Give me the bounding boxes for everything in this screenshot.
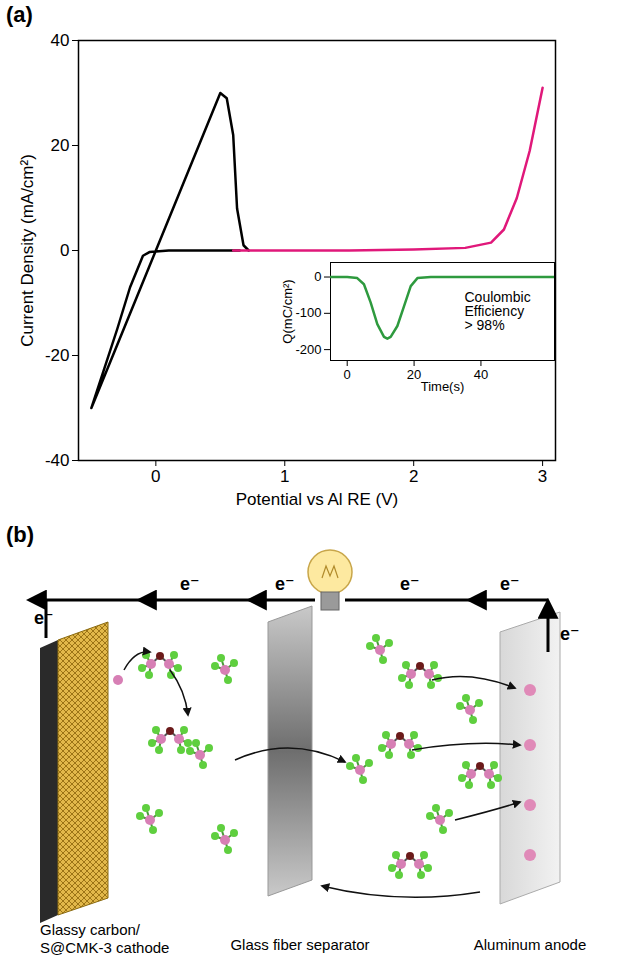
svg-text:Potential vs Al RE (V): Potential vs Al RE (V) [236,490,399,509]
svg-text:e⁻: e⁻ [180,574,200,594]
svg-text:0: 0 [344,367,351,382]
html-text:(b): (b) [6,522,35,547]
svg-text:20: 20 [51,136,70,155]
svg-text:e⁻: e⁻ [400,574,420,594]
html-text:(a): (a) [6,2,33,27]
svg-text:2: 2 [409,467,418,486]
svg-text:1: 1 [280,467,289,486]
svg-text:Current Density (mA/cm²): Current Density (mA/cm²) [18,154,37,347]
svg-text:-40: -40 [45,451,70,470]
svg-text:3: 3 [538,467,547,486]
svg-text:e⁻: e⁻ [560,624,580,644]
svg-text:Q(mC/cm²): Q(mC/cm²) [280,279,295,343]
svg-text:e⁻: e⁻ [500,574,520,594]
svg-text:0: 0 [60,241,69,260]
svg-text:Aluminum anode: Aluminum anode [474,936,587,953]
svg-text:CoulombicEfficiency> 98%: CoulombicEfficiency> 98% [465,289,531,333]
svg-text:Time(s): Time(s) [421,379,465,394]
svg-text:Glass fiber separator: Glass fiber separator [230,936,369,953]
svg-text:-100: -100 [295,305,321,320]
svg-text:e⁻: e⁻ [34,608,54,628]
svg-text:40: 40 [51,31,70,50]
svg-text:e⁻: e⁻ [275,574,295,594]
svg-text:-20: -20 [45,346,70,365]
svg-text:Glassy carbon/S@CMK-3 cathode: Glassy carbon/S@CMK-3 cathode [40,921,169,956]
svg-text:20: 20 [407,367,421,382]
svg-text:0: 0 [151,467,160,486]
svg-text:-200: -200 [295,342,321,357]
svg-text:0: 0 [314,269,321,284]
svg-text:40: 40 [474,367,488,382]
